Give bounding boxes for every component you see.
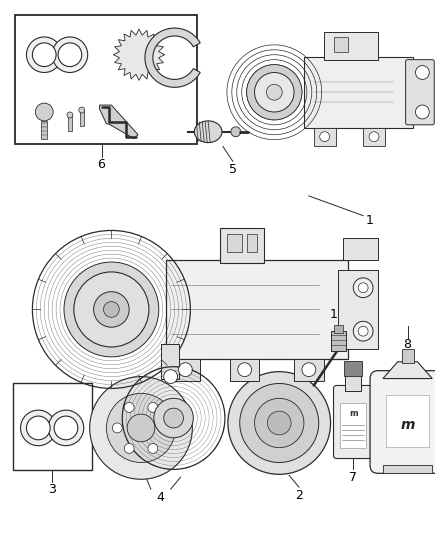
Circle shape: [94, 292, 129, 327]
Circle shape: [154, 398, 193, 438]
Text: 5: 5: [229, 163, 237, 176]
Circle shape: [124, 443, 134, 454]
FancyBboxPatch shape: [406, 60, 434, 125]
Circle shape: [90, 377, 192, 479]
Circle shape: [254, 398, 304, 448]
Circle shape: [26, 37, 62, 72]
Bar: [343, 238, 378, 260]
Bar: [363, 128, 385, 146]
Text: 1: 1: [329, 308, 337, 321]
Bar: [383, 465, 432, 473]
Circle shape: [267, 411, 291, 435]
Bar: [344, 361, 362, 376]
Polygon shape: [99, 105, 138, 139]
Bar: [333, 325, 343, 333]
Circle shape: [228, 372, 331, 474]
Circle shape: [32, 43, 56, 67]
Circle shape: [160, 423, 170, 433]
Ellipse shape: [194, 121, 222, 143]
Bar: [314, 128, 336, 146]
Circle shape: [127, 414, 155, 442]
Circle shape: [79, 107, 85, 113]
Bar: [340, 403, 366, 448]
Circle shape: [358, 326, 368, 336]
FancyBboxPatch shape: [370, 370, 438, 473]
Bar: [304, 56, 413, 128]
Circle shape: [106, 393, 176, 463]
Circle shape: [67, 112, 73, 118]
Bar: [402, 349, 413, 363]
Text: 8: 8: [403, 337, 412, 351]
Circle shape: [124, 402, 134, 413]
Bar: [161, 344, 179, 378]
Circle shape: [179, 363, 192, 377]
Circle shape: [164, 370, 177, 384]
Circle shape: [148, 443, 158, 454]
Circle shape: [231, 127, 241, 136]
Bar: [227, 235, 242, 252]
Text: m: m: [349, 409, 357, 418]
Bar: [294, 359, 324, 381]
Circle shape: [52, 37, 88, 72]
Circle shape: [254, 72, 294, 112]
Circle shape: [26, 416, 50, 440]
Circle shape: [247, 64, 302, 120]
Bar: [14, 15, 197, 143]
Bar: [346, 374, 361, 391]
Polygon shape: [113, 29, 165, 80]
Bar: [230, 359, 259, 381]
Circle shape: [358, 283, 368, 293]
Text: 4: 4: [157, 490, 165, 504]
Circle shape: [21, 410, 56, 446]
Text: 3: 3: [48, 483, 56, 496]
Bar: [68, 115, 72, 131]
Bar: [339, 270, 378, 349]
FancyBboxPatch shape: [333, 385, 373, 458]
Bar: [386, 395, 429, 447]
Bar: [80, 110, 84, 126]
Circle shape: [369, 132, 379, 142]
Circle shape: [320, 132, 329, 142]
Circle shape: [416, 105, 429, 119]
Bar: [13, 384, 92, 471]
Circle shape: [64, 262, 159, 357]
Circle shape: [266, 84, 282, 100]
Bar: [331, 331, 346, 351]
Text: m: m: [400, 418, 415, 432]
Bar: [41, 121, 47, 139]
Bar: [171, 359, 200, 381]
Bar: [324, 32, 378, 60]
Circle shape: [103, 302, 119, 317]
Circle shape: [113, 423, 122, 433]
Circle shape: [35, 103, 53, 121]
Text: 7: 7: [349, 471, 357, 484]
Circle shape: [240, 384, 319, 463]
Circle shape: [238, 363, 251, 377]
Circle shape: [164, 408, 184, 428]
Circle shape: [74, 272, 149, 347]
Circle shape: [416, 66, 429, 79]
Circle shape: [353, 321, 373, 341]
Text: 6: 6: [98, 158, 106, 171]
Bar: [333, 37, 348, 52]
Circle shape: [353, 278, 373, 297]
Polygon shape: [383, 362, 432, 378]
Circle shape: [302, 363, 316, 377]
Bar: [247, 235, 257, 252]
Text: 2: 2: [295, 489, 303, 502]
Circle shape: [148, 402, 158, 413]
Circle shape: [54, 416, 78, 440]
Bar: [220, 229, 265, 263]
Polygon shape: [145, 28, 200, 87]
Circle shape: [58, 43, 82, 67]
Circle shape: [48, 410, 84, 446]
Text: 1: 1: [366, 214, 374, 227]
Bar: [166, 260, 348, 359]
